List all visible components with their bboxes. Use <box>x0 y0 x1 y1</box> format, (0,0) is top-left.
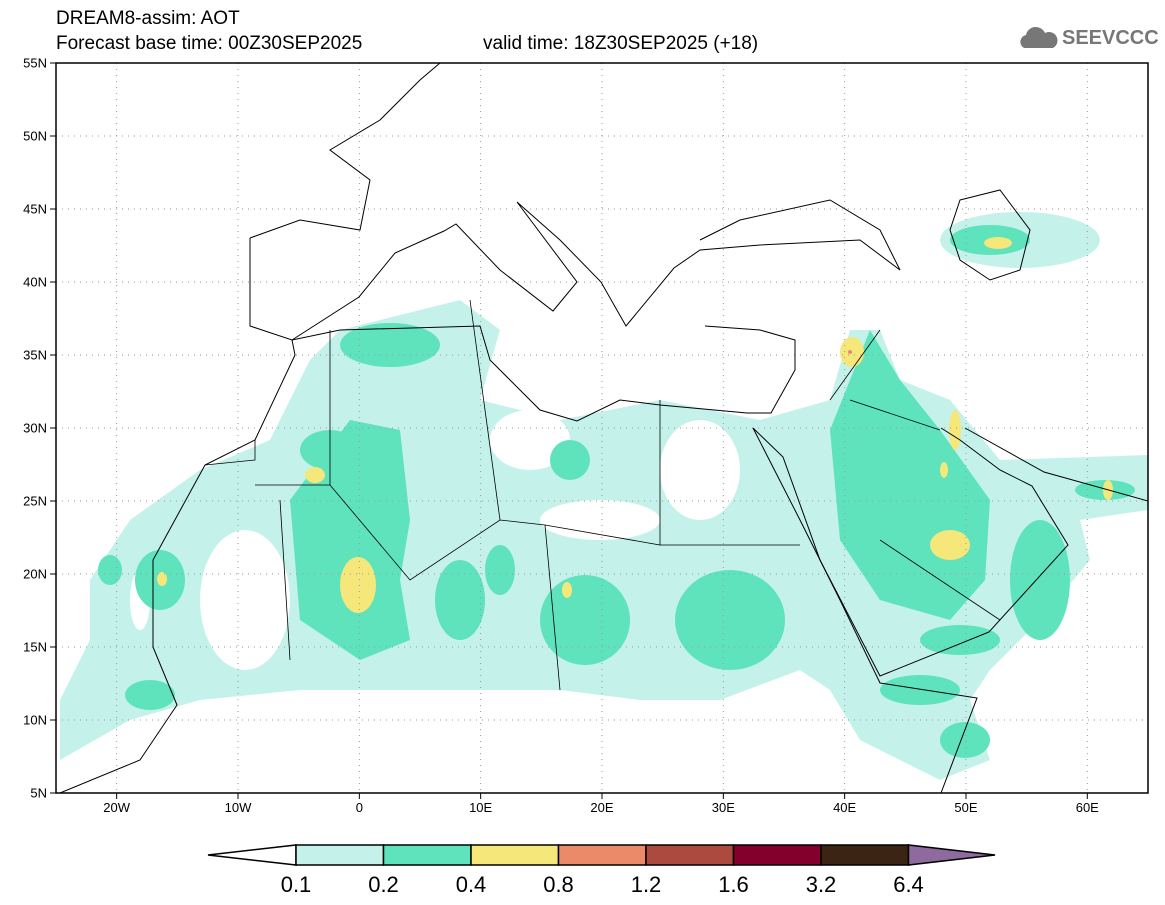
seevccc-logo: SEEVCCC <box>1018 26 1159 50</box>
lon-label: 0 <box>355 800 363 815</box>
lat-label: 30N <box>23 420 47 436</box>
colorbar-label: 1.6 <box>718 872 749 897</box>
colorbar-label: 6.4 <box>893 872 924 897</box>
lon-label: 10E <box>469 800 493 815</box>
lat-label: 45N <box>23 201 47 217</box>
colorbar-segment <box>820 844 910 866</box>
colorbar-segment <box>470 844 560 866</box>
lon-label: 20W <box>103 800 131 815</box>
lon-label: 20E <box>590 800 614 815</box>
logo-text: SEEVCCC <box>1062 26 1159 49</box>
lon-label: 10W <box>224 800 252 815</box>
colorbar-segment <box>295 844 385 866</box>
map-title: DREAM8-assim: AOT <box>56 8 240 29</box>
colorbar-segment <box>557 844 647 866</box>
lat-label: 20N <box>23 566 47 582</box>
colorbar-label: 0.8 <box>543 872 574 897</box>
lon-label: 60E <box>1075 800 1099 815</box>
aot-field-0.4-0.8 <box>157 237 1113 613</box>
lat-label: 55N <box>23 55 47 71</box>
graticule <box>56 63 1148 793</box>
colorbar-label: 1.2 <box>630 872 662 897</box>
lat-label: 40N <box>23 274 47 290</box>
cloud-icon <box>1020 26 1058 48</box>
country-borders <box>204 299 1001 691</box>
colorbar-label: 3.2 <box>805 872 837 897</box>
colorbar-segment <box>732 844 822 866</box>
forecast-base-time: Forecast base time: 00Z30SEP2025 <box>56 33 363 54</box>
colorbar-label: 0.2 <box>368 872 399 897</box>
lat-label: 50N <box>23 128 47 144</box>
lat-label: 25N <box>23 493 47 509</box>
lon-label: 40E <box>833 800 857 815</box>
lat-label: 10N <box>23 712 47 728</box>
colorbar-label: 0.1 <box>280 872 312 897</box>
lat-label: 35N <box>23 347 47 363</box>
colorbar-segment <box>645 844 735 866</box>
colorbar-max-arrow <box>907 844 996 866</box>
colorbar-label: 0.4 <box>455 872 487 897</box>
lat-label: 15N <box>23 639 47 655</box>
colorbar-min-arrow <box>207 844 297 866</box>
coastlines <box>59 63 1148 793</box>
valid-time: valid time: 18Z30SEP2025 (+18) <box>483 33 759 54</box>
lon-label: 50E <box>954 800 978 815</box>
colorbar-segment <box>382 844 472 866</box>
lat-label: 5N <box>30 785 47 801</box>
lon-label: 30E <box>711 800 735 815</box>
colorbar <box>207 844 996 866</box>
